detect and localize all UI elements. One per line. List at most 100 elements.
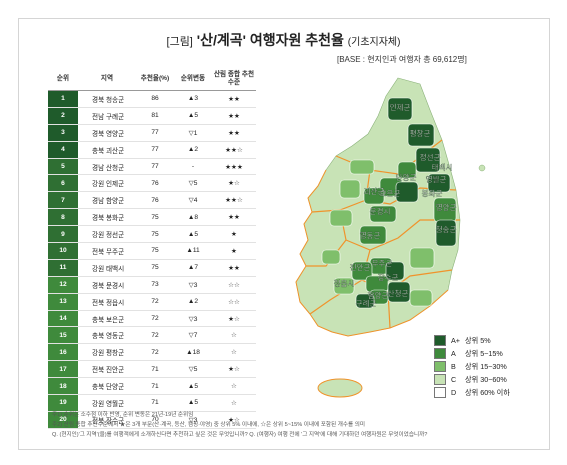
stars-cell: ★☆ <box>212 411 256 429</box>
region-cell: 충북 단양군 <box>78 377 136 396</box>
region-cell: 경북 문경시 <box>78 276 136 294</box>
region-cell: 강원 평창군 <box>78 343 136 362</box>
region-cell: 전남 구례군 <box>78 107 136 125</box>
base-note: [BASE : 현지인과 여행자 총 69,612명] <box>337 55 467 64</box>
rate-cell: 72 <box>136 326 174 345</box>
legend-grade: D <box>451 388 457 397</box>
region-block <box>349 159 375 175</box>
footnote-3: Q. (현지인)'그 지역'(을)를 여행객에게 소개하신다면 추천하고 싶은 … <box>52 432 428 438</box>
region-cell: 경북 영양군 <box>78 124 136 142</box>
legend-grade: A+ <box>451 336 460 345</box>
rate-cell: 72 <box>136 293 174 311</box>
table-row: 20 전북 장수군 70 ▽3 ★☆ <box>48 411 256 429</box>
legend-swatch <box>434 374 446 385</box>
stars-cell: ☆ <box>212 394 256 412</box>
rank-cell: 14 <box>48 310 78 328</box>
rank-cell: 4 <box>48 141 78 159</box>
region-cell: 경남 함양군 <box>78 191 136 210</box>
region-block <box>395 181 419 203</box>
stars-cell: ★☆ <box>212 174 256 193</box>
rank-cell: 19 <box>48 394 78 412</box>
rate-cell: 75 <box>136 259 174 277</box>
region-label: 진안군 <box>350 262 371 272</box>
change-cell: ▽1 <box>174 124 212 142</box>
rate-cell: 75 <box>136 225 174 244</box>
region-block <box>363 187 385 205</box>
region-label: 영동군 <box>360 230 381 240</box>
rank-cell: 13 <box>48 293 78 311</box>
change-cell: ▽7 <box>174 326 212 345</box>
rank-cell: 7 <box>48 191 78 210</box>
stars-cell: ★☆ <box>212 360 256 379</box>
change-cell: ▲3 <box>174 90 212 108</box>
rank-cell: 8 <box>48 208 78 227</box>
region-label: 문경시 <box>370 206 391 216</box>
stars-cell: ★★ <box>212 90 256 108</box>
stars-cell: ★★☆ <box>212 141 256 159</box>
legend-item: C 상위 30~60% <box>434 373 510 386</box>
stars-cell: ★★☆ <box>212 191 256 210</box>
legend-swatch <box>434 335 446 346</box>
region-block <box>415 147 441 173</box>
region-cell: 경북 청송군 <box>78 90 136 108</box>
rate-cell: 76 <box>136 191 174 210</box>
region-block <box>409 289 433 307</box>
change-cell: ▲5 <box>174 394 212 412</box>
table-row: 6 강원 인제군 76 ▽5 ★☆ <box>48 174 256 193</box>
region-label: 정읍시 <box>334 278 355 288</box>
region-fills <box>321 97 457 309</box>
table-row: 13 전북 정읍시 72 ▲2 ☆☆ <box>48 293 256 311</box>
rate-cell: 81 <box>136 107 174 125</box>
south-coast-outline <box>331 289 449 337</box>
change-cell: ▲11 <box>174 242 212 260</box>
region-label: 청송군 <box>436 225 457 234</box>
region-block <box>355 293 375 309</box>
region-label: 인제군 <box>390 102 411 112</box>
table-row: 2 전남 구례군 81 ▲5 ★★ <box>48 107 256 125</box>
region-label: 산청군 <box>388 288 409 298</box>
legend-grade: C <box>451 375 457 384</box>
change-cell: ▲5 <box>174 107 212 125</box>
title-suffix: (기초지자체) <box>347 37 401 48</box>
change-cell: ▽4 <box>174 191 212 210</box>
rank-cell: 3 <box>48 124 78 142</box>
stars-cell: ☆☆ <box>212 276 256 294</box>
col-header-change: 순위변동 <box>174 68 212 91</box>
region-cell: 경남 산청군 <box>78 158 136 176</box>
stars-cell: ★★★ <box>212 158 256 176</box>
rate-cell: 71 <box>136 394 174 412</box>
rank-cell: 18 <box>48 377 78 396</box>
legend-label: 상위 60% 이하 <box>465 387 510 397</box>
table-row: 14 충북 보은군 72 ▽3 ★☆ <box>48 310 256 328</box>
rank-cell: 9 <box>48 225 78 244</box>
rate-cell: 73 <box>136 276 174 294</box>
change-cell: ▽3 <box>174 276 212 294</box>
region-label: 함양군 <box>368 291 389 300</box>
region-block <box>333 277 355 295</box>
region-cell: 전북 정읍시 <box>78 293 136 311</box>
col-header-rank: 순위 <box>48 68 78 91</box>
west-coast-outline <box>295 169 333 333</box>
footnotes: 주1) 순위는 소수점 이하 반영, 순위 변동은 21년-19년 순위임 주2… <box>52 410 427 440</box>
change-cell: ▲8 <box>174 208 212 227</box>
legend-swatch <box>434 387 446 398</box>
rank-cell: 12 <box>48 276 78 294</box>
rate-cell: 72 <box>136 343 174 362</box>
rank-cell: 10 <box>48 242 78 260</box>
change-cell: ▽3 <box>174 310 212 328</box>
table-row: 17 전북 진안군 71 ▽5 ★☆ <box>48 360 256 379</box>
legend-item: A+ 상위 5% <box>434 334 510 347</box>
legend-label: 상위 15~30% <box>465 361 507 371</box>
region-block <box>339 179 361 199</box>
region-label: 태백시 <box>432 162 453 172</box>
jeju-island <box>317 378 363 398</box>
change-cell: ▲18 <box>174 343 212 362</box>
region-block <box>369 205 397 223</box>
rank-cell: 17 <box>48 360 78 379</box>
region-block <box>321 249 341 265</box>
stars-cell: ☆ <box>212 377 256 396</box>
rank-cell: 2 <box>48 107 78 125</box>
region-label: 무주군 <box>372 259 393 268</box>
table-header-row: 순위 지역 추천율(%) 순위변동 산림 종합 추천 수준 <box>48 68 256 91</box>
table-row: 4 충북 괴산군 77 ▲2 ★★☆ <box>48 141 256 159</box>
